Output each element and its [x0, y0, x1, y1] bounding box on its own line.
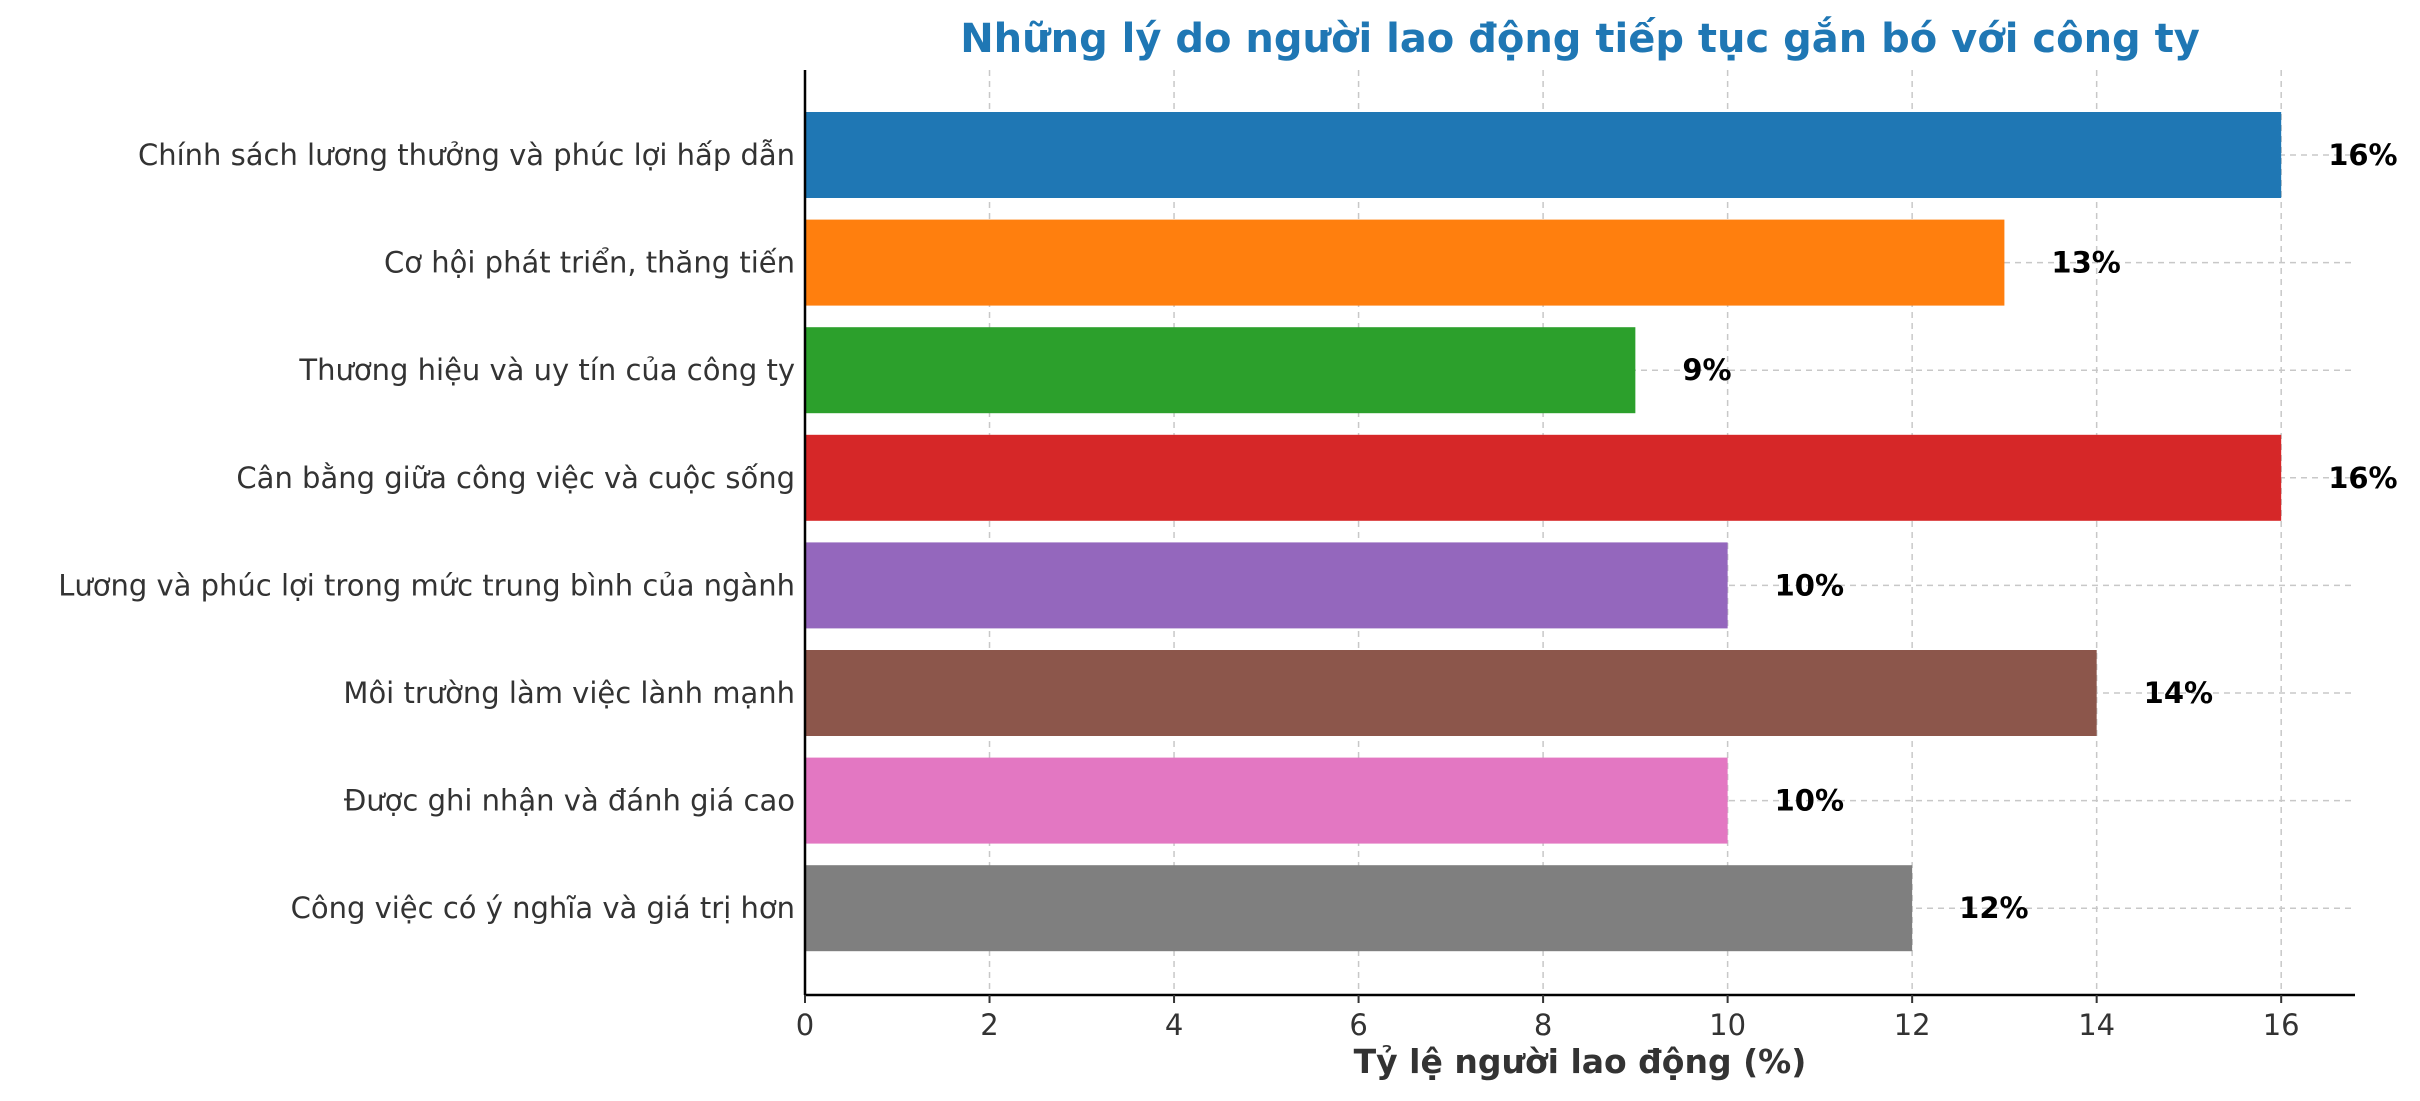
x-tick-label: 16	[2263, 1008, 2300, 1042]
x-axis-label: Tỷ lệ người lao động (%)	[1354, 1042, 1807, 1081]
bar	[805, 112, 2282, 198]
x-tick-label: 2	[980, 1008, 998, 1042]
category-labels: Chính sách lương thưởng và phúc lợi hấp …	[58, 138, 795, 925]
x-tick-label: 12	[1894, 1008, 1931, 1042]
category-label: Công việc có ý nghĩa và giá trị hơn	[291, 891, 795, 925]
value-label: 14%	[2144, 676, 2213, 710]
chart-title: Những lý do người lao động tiếp tục gắn …	[960, 15, 2200, 62]
value-label: 16%	[2328, 138, 2397, 172]
value-label: 13%	[2051, 246, 2120, 280]
axes	[803, 70, 2355, 997]
value-label: 9%	[1682, 353, 1731, 387]
bar	[805, 219, 2005, 306]
x-tick-label: 10	[1709, 1008, 1746, 1042]
x-tick-label: 6	[1349, 1008, 1367, 1042]
value-label: 12%	[1959, 891, 2028, 925]
category-label: Cân bằng giữa công việc và cuộc sống	[236, 461, 795, 495]
category-label: Môi trường làm việc lành mạnh	[343, 676, 795, 710]
x-tick-label: 8	[1534, 1008, 1552, 1042]
bar	[805, 542, 1728, 629]
value-label: 10%	[1775, 568, 1844, 602]
bars	[805, 112, 2282, 952]
x-tick-labels: 0 2 4 6 8 10 12 14 16	[796, 995, 2300, 1042]
value-labels: 16% 13% 9% 16% 10% 14% 10% 12%	[1682, 138, 2397, 925]
value-label: 16%	[2328, 461, 2397, 495]
x-tick-label: 14	[2078, 1008, 2115, 1042]
value-label: 10%	[1775, 784, 1844, 818]
bar	[805, 327, 1636, 414]
bar	[805, 434, 2282, 521]
bar	[805, 865, 1913, 952]
category-label: Được ghi nhận và đánh giá cao	[344, 784, 795, 818]
category-label: Lương và phúc lợi trong mức trung bình c…	[58, 568, 795, 602]
category-label: Thương hiệu và uy tín của công ty	[298, 353, 795, 387]
bar	[805, 757, 1728, 844]
x-tick-label: 4	[1165, 1008, 1183, 1042]
bar	[805, 650, 2097, 736]
category-label: Chính sách lương thưởng và phúc lợi hấp …	[138, 138, 795, 172]
grid-lines	[805, 70, 2355, 995]
category-label: Cơ hội phát triển, thăng tiến	[384, 246, 795, 280]
x-tick-label: 0	[796, 1008, 814, 1042]
